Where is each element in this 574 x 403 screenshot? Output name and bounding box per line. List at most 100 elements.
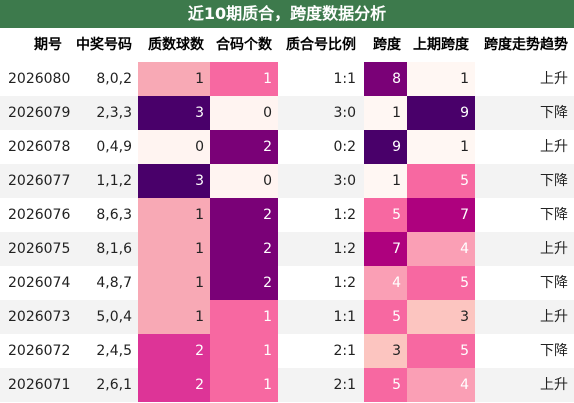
cell-prev-span: 4 xyxy=(407,232,475,266)
cell-span: 5 xyxy=(364,198,407,232)
table-header: 期号 中奖号码 质数球数 合码个数 质合号比例 跨度 上期跨度 跨度走势趋势 xyxy=(0,28,574,62)
cell-span: 5 xyxy=(364,300,407,334)
cell-ratio: 1:2 xyxy=(333,275,356,291)
cell-composite-count: 0 xyxy=(210,164,278,198)
cell-period: 2026072 xyxy=(8,343,70,359)
cell-trend: 下降 xyxy=(540,173,568,189)
cell-composite-count: 2 xyxy=(210,198,278,232)
cell-period: 2026076 xyxy=(8,207,70,223)
header-prev-span: 上期跨度 xyxy=(413,37,469,53)
table-row: 2026075 8,1,6 1 2 1:2 7 4 上升 xyxy=(0,232,574,266)
cell-period: 2026077 xyxy=(8,173,70,189)
cell-trend: 上升 xyxy=(540,241,568,257)
cell-ratio: 1:2 xyxy=(333,241,356,257)
table-row: 2026074 4,8,7 1 2 1:2 4 5 下降 xyxy=(0,266,574,300)
cell-period: 2026075 xyxy=(8,241,70,257)
cell-trend: 下降 xyxy=(540,207,568,223)
cell-prev-span: 3 xyxy=(407,300,475,334)
cell-prime-count: 2 xyxy=(138,368,210,402)
cell-span: 7 xyxy=(364,232,407,266)
cell-prev-span: 1 xyxy=(407,130,475,164)
header-span: 跨度 xyxy=(373,37,401,53)
cell-prime-count: 1 xyxy=(138,62,210,96)
cell-span: 1 xyxy=(364,96,407,130)
cell-composite-count: 1 xyxy=(210,300,278,334)
cell-ratio: 0:2 xyxy=(333,139,356,155)
cell-span: 5 xyxy=(364,368,407,402)
cell-prime-count: 3 xyxy=(138,164,210,198)
cell-trend: 上升 xyxy=(540,139,568,155)
cell-prev-span: 5 xyxy=(407,164,475,198)
cell-composite-count: 1 xyxy=(210,334,278,368)
cell-trend: 上升 xyxy=(540,309,568,325)
table-row: 2026076 8,6,3 1 2 1:2 5 7 下降 xyxy=(0,198,574,232)
cell-prime-count: 0 xyxy=(138,130,210,164)
cell-composite-count: 2 xyxy=(210,232,278,266)
header-trend: 跨度走势趋势 xyxy=(484,37,568,53)
cell-composite-count: 2 xyxy=(210,266,278,300)
header-ratio: 质合号比例 xyxy=(286,37,356,53)
header-numbers: 中奖号码 xyxy=(76,37,132,53)
cell-period: 2026073 xyxy=(8,309,70,325)
cell-numbers: 8,1,6 xyxy=(96,241,132,257)
table-row: 2026079 2,3,3 3 0 3:0 1 9 下降 xyxy=(0,96,574,130)
cell-ratio: 3:0 xyxy=(333,105,356,121)
table-row: 2026080 8,0,2 1 1 1:1 8 1 上升 xyxy=(0,62,574,96)
cell-prev-span: 5 xyxy=(407,266,475,300)
cell-period: 2026078 xyxy=(8,139,70,155)
cell-ratio: 3:0 xyxy=(333,173,356,189)
header-prime-count: 质数球数 xyxy=(148,37,204,53)
cell-numbers: 1,1,2 xyxy=(96,173,132,189)
cell-composite-count: 0 xyxy=(210,96,278,130)
cell-ratio: 2:1 xyxy=(333,343,356,359)
cell-prime-count: 1 xyxy=(138,232,210,266)
cell-trend: 上升 xyxy=(540,71,568,87)
cell-numbers: 2,4,5 xyxy=(96,343,132,359)
cell-composite-count: 2 xyxy=(210,130,278,164)
cell-numbers: 4,8,7 xyxy=(96,275,132,291)
table-row: 2026071 2,6,1 2 1 2:1 5 4 上升 xyxy=(0,368,574,402)
cell-prime-count: 1 xyxy=(138,266,210,300)
cell-prev-span: 9 xyxy=(407,96,475,130)
cell-ratio: 1:1 xyxy=(333,309,356,325)
cell-numbers: 8,6,3 xyxy=(96,207,132,223)
cell-ratio: 2:1 xyxy=(333,377,356,393)
cell-span: 1 xyxy=(364,164,407,198)
cell-prime-count: 3 xyxy=(138,96,210,130)
cell-period: 2026079 xyxy=(8,105,70,121)
cell-period: 2026080 xyxy=(8,71,70,87)
cell-trend: 上升 xyxy=(540,377,568,393)
cell-prev-span: 7 xyxy=(407,198,475,232)
cell-numbers: 0,4,9 xyxy=(96,139,132,155)
header-composite-count: 合码个数 xyxy=(216,37,272,53)
cell-prime-count: 1 xyxy=(138,198,210,232)
cell-period: 2026074 xyxy=(8,275,70,291)
cell-numbers: 2,3,3 xyxy=(96,105,132,121)
cell-period: 2026071 xyxy=(8,377,70,393)
cell-composite-count: 1 xyxy=(210,62,278,96)
cell-numbers: 5,0,4 xyxy=(96,309,132,325)
cell-ratio: 1:1 xyxy=(333,71,356,87)
table-row: 2026078 0,4,9 0 2 0:2 9 1 上升 xyxy=(0,130,574,164)
cell-prev-span: 4 xyxy=(407,368,475,402)
cell-composite-count: 1 xyxy=(210,368,278,402)
cell-numbers: 2,6,1 xyxy=(96,377,132,393)
cell-prime-count: 1 xyxy=(138,300,210,334)
cell-numbers: 8,0,2 xyxy=(96,71,132,87)
cell-ratio: 1:2 xyxy=(333,207,356,223)
table-row: 2026072 2,4,5 2 1 2:1 3 5 下降 xyxy=(0,334,574,368)
cell-span: 4 xyxy=(364,266,407,300)
cell-span: 8 xyxy=(364,62,407,96)
cell-prev-span: 5 xyxy=(407,334,475,368)
cell-trend: 下降 xyxy=(540,275,568,291)
cell-span: 9 xyxy=(364,130,407,164)
cell-trend: 下降 xyxy=(540,343,568,359)
cell-span: 3 xyxy=(364,334,407,368)
table-title: 近10期质合，跨度数据分析 xyxy=(0,0,574,28)
table-row: 2026077 1,1,2 3 0 3:0 1 5 下降 xyxy=(0,164,574,198)
table-row: 2026073 5,0,4 1 1 1:1 5 3 上升 xyxy=(0,300,574,334)
header-period: 期号 xyxy=(34,37,62,53)
cell-prime-count: 2 xyxy=(138,334,210,368)
cell-trend: 下降 xyxy=(540,105,568,121)
cell-prev-span: 1 xyxy=(407,62,475,96)
